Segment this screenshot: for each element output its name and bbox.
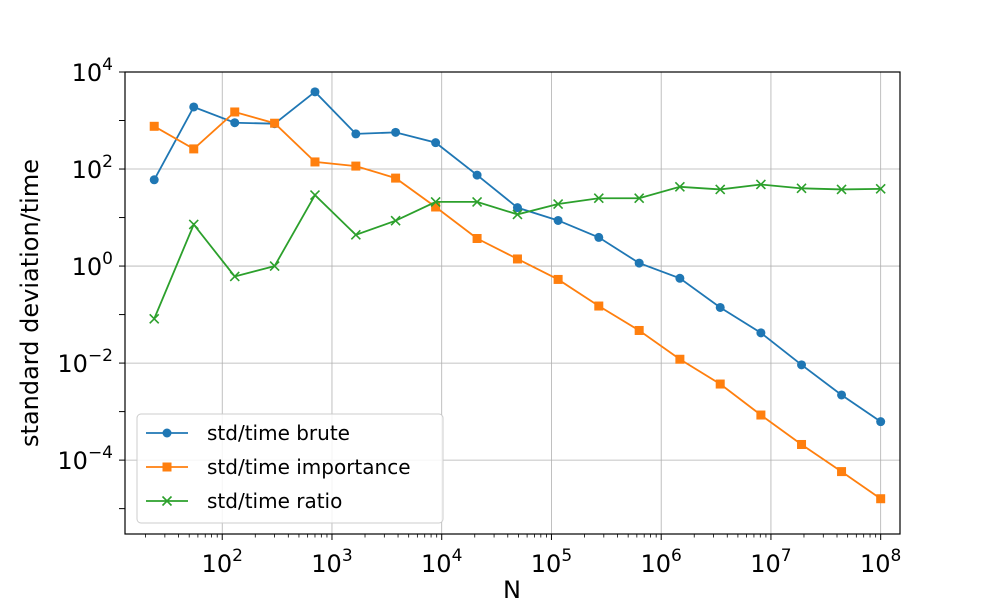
y-tick-label: 10−4	[57, 443, 113, 475]
data-point	[836, 184, 847, 195]
data-point	[876, 417, 886, 427]
plot-frame	[124, 71, 901, 535]
data-point	[472, 170, 482, 180]
data-point	[715, 302, 725, 312]
data-point	[189, 144, 199, 154]
x-tick-label: 107	[750, 546, 791, 578]
data-point	[351, 129, 361, 139]
data-point	[675, 354, 685, 364]
data-point	[876, 494, 886, 504]
data-point	[310, 87, 320, 97]
data-point	[310, 157, 320, 167]
data-point	[230, 118, 240, 128]
legend-item: std/time ratio	[146, 489, 342, 513]
data-point	[634, 325, 644, 335]
data-point	[512, 254, 522, 264]
series-layer	[149, 87, 886, 504]
legend-label: std/time brute	[207, 421, 350, 445]
data-point	[309, 190, 321, 201]
data-point	[351, 161, 361, 171]
data-point	[391, 173, 401, 183]
legend-label: std/time importance	[207, 455, 411, 479]
x-tick-label: 105	[531, 546, 572, 578]
series-std-time-ratio	[149, 179, 886, 324]
data-point	[162, 462, 172, 472]
y-tick-label: 100	[72, 249, 113, 281]
legend: std/time brute std/time importance std/tim…	[136, 413, 444, 524]
data-point	[715, 379, 725, 389]
data-point	[189, 102, 199, 112]
x-tick-label: 108	[860, 546, 901, 578]
data-point	[797, 439, 807, 449]
y-tick-label: 104	[72, 55, 113, 87]
x-tick-labels: 102 103 104 105 106 107 108	[202, 546, 902, 578]
data-point	[149, 175, 159, 185]
y-tick-label: 10−2	[57, 346, 113, 378]
data-point	[270, 118, 280, 128]
data-point	[797, 360, 807, 370]
x-axis-title: N	[503, 576, 521, 600]
data-point	[391, 127, 401, 137]
data-point	[350, 229, 361, 240]
ticks	[119, 71, 882, 540]
data-point	[149, 121, 159, 131]
data-point	[162, 428, 172, 438]
y-tick-label: 102	[72, 152, 113, 184]
data-point	[390, 215, 401, 226]
data-point	[593, 193, 604, 204]
y-axis-title: standard deviation/time	[16, 159, 44, 447]
x-tick-label: 104	[421, 546, 462, 578]
data-point	[553, 215, 563, 225]
data-point	[675, 273, 685, 283]
data-point	[149, 313, 160, 324]
y-tick-labels: 104 102 100 10−2 10−4	[57, 55, 113, 475]
data-point	[674, 181, 685, 192]
legend-box	[136, 413, 444, 524]
data-point	[161, 495, 173, 507]
data-point	[431, 202, 441, 212]
data-point	[875, 183, 886, 194]
legend-label: std/time ratio	[207, 489, 342, 513]
data-point	[837, 467, 847, 477]
data-point	[472, 196, 483, 207]
legend-item: std/time importance	[146, 455, 411, 479]
x-tick-label: 102	[202, 546, 243, 578]
data-point	[229, 271, 240, 282]
x-tick-label: 103	[311, 546, 352, 578]
data-point	[553, 198, 564, 210]
data-point	[837, 390, 847, 400]
series-std-time-importance	[149, 107, 886, 504]
data-point	[553, 274, 563, 284]
data-point	[431, 138, 441, 148]
data-point	[188, 219, 199, 230]
data-point	[796, 183, 807, 194]
data-point	[230, 107, 240, 117]
data-point	[756, 410, 766, 420]
data-point	[430, 196, 441, 207]
data-point	[594, 301, 604, 311]
data-point	[472, 233, 482, 243]
data-point	[512, 209, 523, 220]
data-point	[756, 328, 766, 338]
x-tick-label: 106	[641, 546, 682, 578]
data-point	[755, 179, 766, 190]
data-point	[634, 193, 645, 204]
data-point	[634, 258, 644, 268]
data-point	[269, 260, 280, 272]
data-point	[512, 203, 522, 213]
legend-item: std/time brute	[146, 421, 350, 445]
data-point	[715, 184, 726, 195]
data-point	[594, 232, 604, 242]
